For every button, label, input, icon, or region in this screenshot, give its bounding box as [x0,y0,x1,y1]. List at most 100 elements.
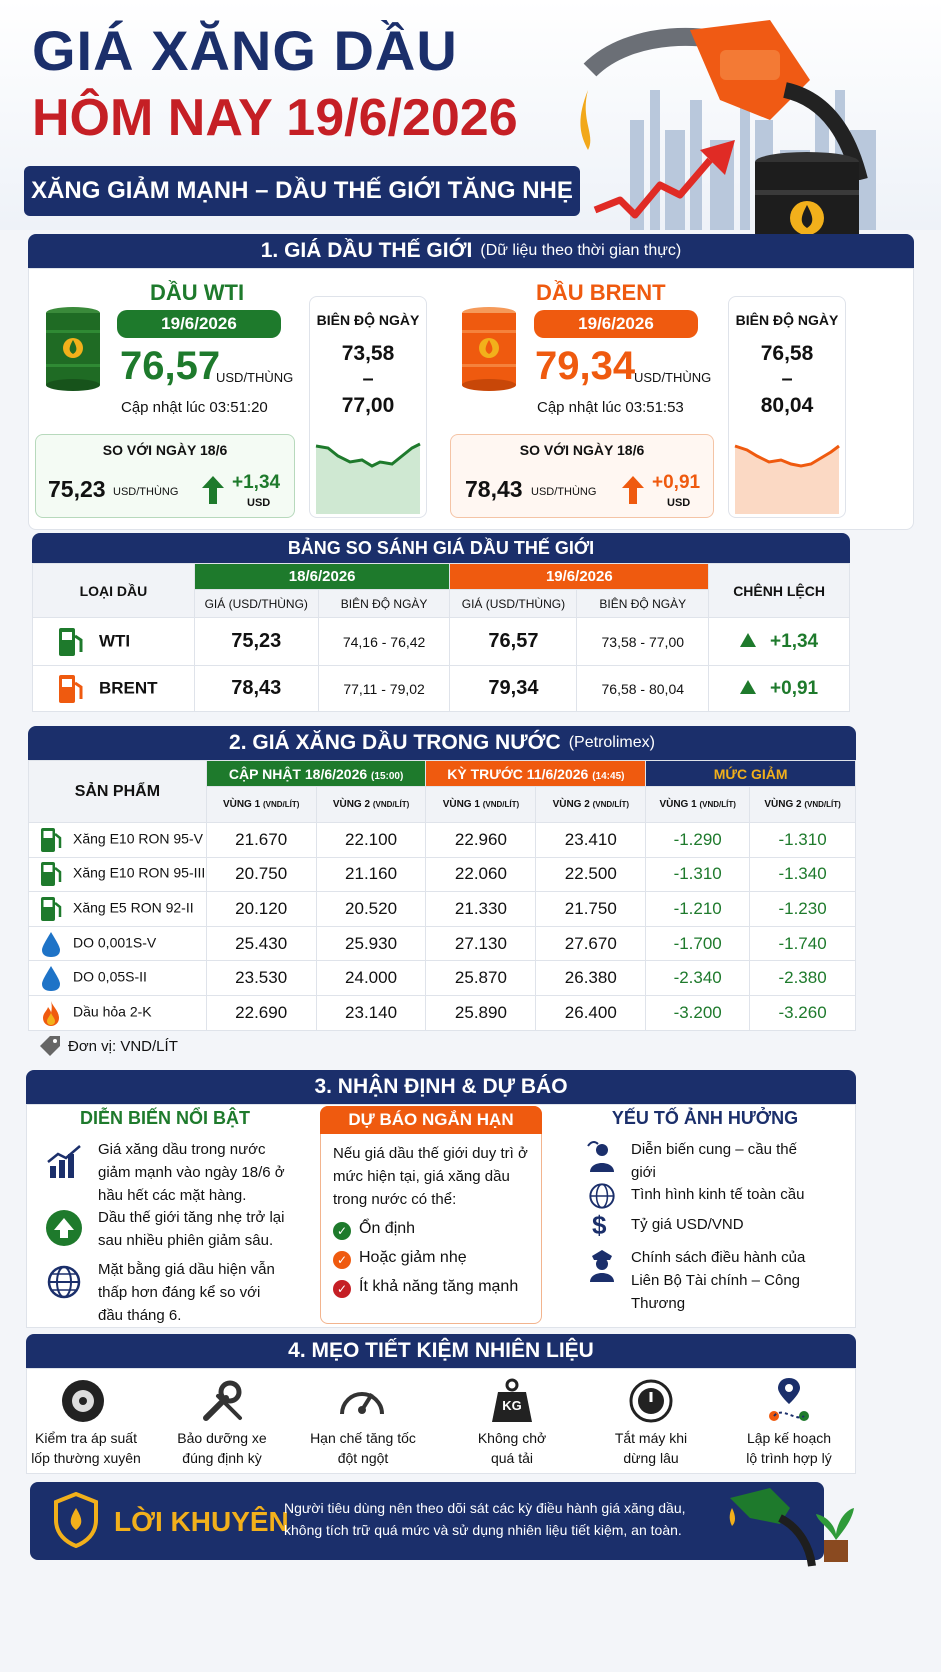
brent-updated-time: Cập nhật lúc 03:51:53 [537,399,684,416]
brent-change-unit: USD [667,497,691,509]
table-row: DO 0,05S-II 23.530 24.000 25.870 26.380 -2.34… [28,960,856,996]
brent-name: DẦU BRENT [536,280,666,305]
row-range-1: 74,16 - 76,42 [317,617,451,666]
up-circle-icon [46,1210,82,1246]
factor-item-3: Tỷ giá USD/VND [631,1216,744,1233]
price-value: 27.670 [535,925,647,962]
col-price-2: GIÁ (USD/THÙNG) [449,589,578,618]
col-previous-period: KỲ TRƯỚC 11/6/2026 [447,765,589,782]
brent-range-label: BIÊN ĐỘ NGÀY [735,312,839,328]
table-row: Xăng E10 RON 95-V 21.670 22.100 22.960 23.41… [28,822,856,858]
decrease-value: -2.380 [749,960,856,996]
row-diff: +0,91 [770,677,819,699]
factor-item-4: Chính sách điều hành của Liên Bộ Tài chí… [631,1249,806,1312]
wti-name: DẦU WTI [150,280,245,305]
zone-unit: (VND/LÍT) [262,800,300,809]
tip-1-line-1: Kiểm tra áp suất [35,1430,137,1446]
table-row: WTI 75,23 74,16 - 76,42 76,57 73,58 - 77… [32,617,850,666]
tagline-text: XĂNG GIẢM MẠNH – DẦU THẾ GIỚI TĂNG NHẸ [31,177,573,204]
wti-prev-unit: USD/THÙNG [113,486,179,498]
price-value: 22.500 [535,856,647,893]
table-row: Dầu hỏa 2-K 22.690 23.140 25.890 26.400 -3.20… [28,994,856,1031]
col-decrease: MỨC GIẢM [645,760,856,787]
bar-chart-icon [47,1145,81,1178]
weight-icon [492,1378,532,1422]
zone-2-label: VÙNG 2 [552,799,590,810]
wti-updated-time: Cập nhật lúc 03:51:20 [121,399,268,416]
decrease-value: -1.700 [645,925,751,962]
section-1-header: 1. GIÁ DẦU THẾ GIỚI (Dữ liệu theo thời gi… [28,234,914,268]
highlight-item-3: Mặt bằng giá dầu hiện vẫn thấp hơn đáng … [98,1261,275,1324]
factors-title: YẾU TỐ ẢNH HƯỞNG [611,1108,799,1128]
official-person-icon [590,1250,614,1282]
price-value: 23.410 [535,822,647,858]
flame-icon [43,1000,59,1026]
price-value: 22.960 [425,822,537,858]
row-price-1: 78,43 [193,665,319,712]
decrease-value: -1.340 [749,856,856,893]
zone-unit: (VND/LÍT) [372,800,410,809]
route-map-icon [769,1378,809,1421]
unit-note: Đơn vị: VND/LÍT [68,1038,178,1055]
price-value: 21.670 [205,822,317,858]
forecast-item-3: Ít khả năng tăng mạnh [359,1278,519,1295]
zone-unit: (VND/LÍT) [699,800,736,809]
wti-barrel-icon [46,307,100,391]
price-value: 22.060 [425,856,537,893]
product-name: DO 0,001S-V [73,934,157,951]
section-1-note: (Dữ liệu theo thời gian thực) [480,242,682,259]
decrease-value: -1.230 [749,891,856,927]
page-subtitle-date: HÔM NAY 19/6/2026 [32,89,518,147]
price-tag-icon [40,1036,60,1056]
up-arrow-green-icon [202,476,224,504]
decrease-value: -3.260 [749,994,856,1031]
brent-range-dash: – [781,368,793,390]
fuel-pump-icon [41,827,62,852]
product-name: DO 0,05S-II [73,968,147,985]
tip-2-line-2: đúng định kỳ [182,1450,262,1466]
brent-sparkline [734,444,840,514]
compare-table: LOẠI DẦU 18/6/2026 19/6/2026 CHÊNH LỆCH … [32,563,850,712]
brent-prev-price: 78,43 [465,476,523,502]
wti-sparkline [315,442,421,514]
price-value: 21.330 [425,891,537,927]
row-name: WTI [99,630,131,650]
tip-3-line-2: đột ngột [337,1450,389,1466]
triangle-up-icon [740,679,757,694]
wti-change-unit: USD [247,497,271,509]
tip-2-line-1: Bảo dưỡng xe [177,1430,267,1446]
blue-drop-icon [42,966,60,992]
factor-item-2: Tình hình kinh tế toàn cầu [631,1186,805,1203]
product-name: Xăng E5 RON 92-II [73,899,194,916]
brent-prev-unit: USD/THÙNG [531,486,597,498]
supply-demand-icon [587,1141,614,1172]
zone-2-label: VÙNG 2 [764,799,802,810]
section-2-title: 2. GIÁ XĂNG DẦU TRONG NƯỚC [229,731,561,754]
dollar-icon: $ [592,1210,607,1240]
wti-range-dash: – [362,368,374,390]
brent-price: 79,34 [535,344,636,388]
zone-unit: (VND/LÍT) [804,800,841,809]
advice-line-1: Người tiêu dùng nên theo dõi sát các kỳ … [284,1500,686,1516]
col-current-period: CẬP NHẬT 18/6/2026 [228,765,368,782]
row-range-2: 76,58 - 80,04 [576,665,710,712]
price-value: 26.380 [535,960,647,996]
rising-red-arrow-icon [593,140,735,219]
check-orange-icon: ✓ [333,1251,351,1269]
price-value: 23.140 [315,994,427,1031]
page-title: GIÁ XĂNG DẦU [32,19,458,82]
section-2-note: (Petrolimex) [568,734,655,751]
price-value: 22.690 [205,994,317,1031]
forecast-title: DỰ BÁO NGẮN HẠN [320,1106,542,1134]
zone-2-label: VÙNG 2 [332,799,371,810]
forecast-card [320,1106,542,1324]
compare-table-header: BẢNG SO SÁNH GIÁ DẦU THẾ GIỚI [32,533,850,563]
price-value: 25.430 [205,925,317,962]
speedometer-icon [340,1392,384,1415]
tip-1-line-2: lốp thường xuyên [31,1450,141,1466]
row-range-2: 73,58 - 77,00 [576,617,710,666]
tagline-banner: XĂNG GIẢM MẠNH – DẦU THẾ GIỚI TĂNG NHẸ [24,166,580,216]
decrease-value: -1.740 [749,925,856,962]
product-name: Xăng E10 RON 95-III [73,865,206,882]
brent-compare-card [450,434,714,518]
